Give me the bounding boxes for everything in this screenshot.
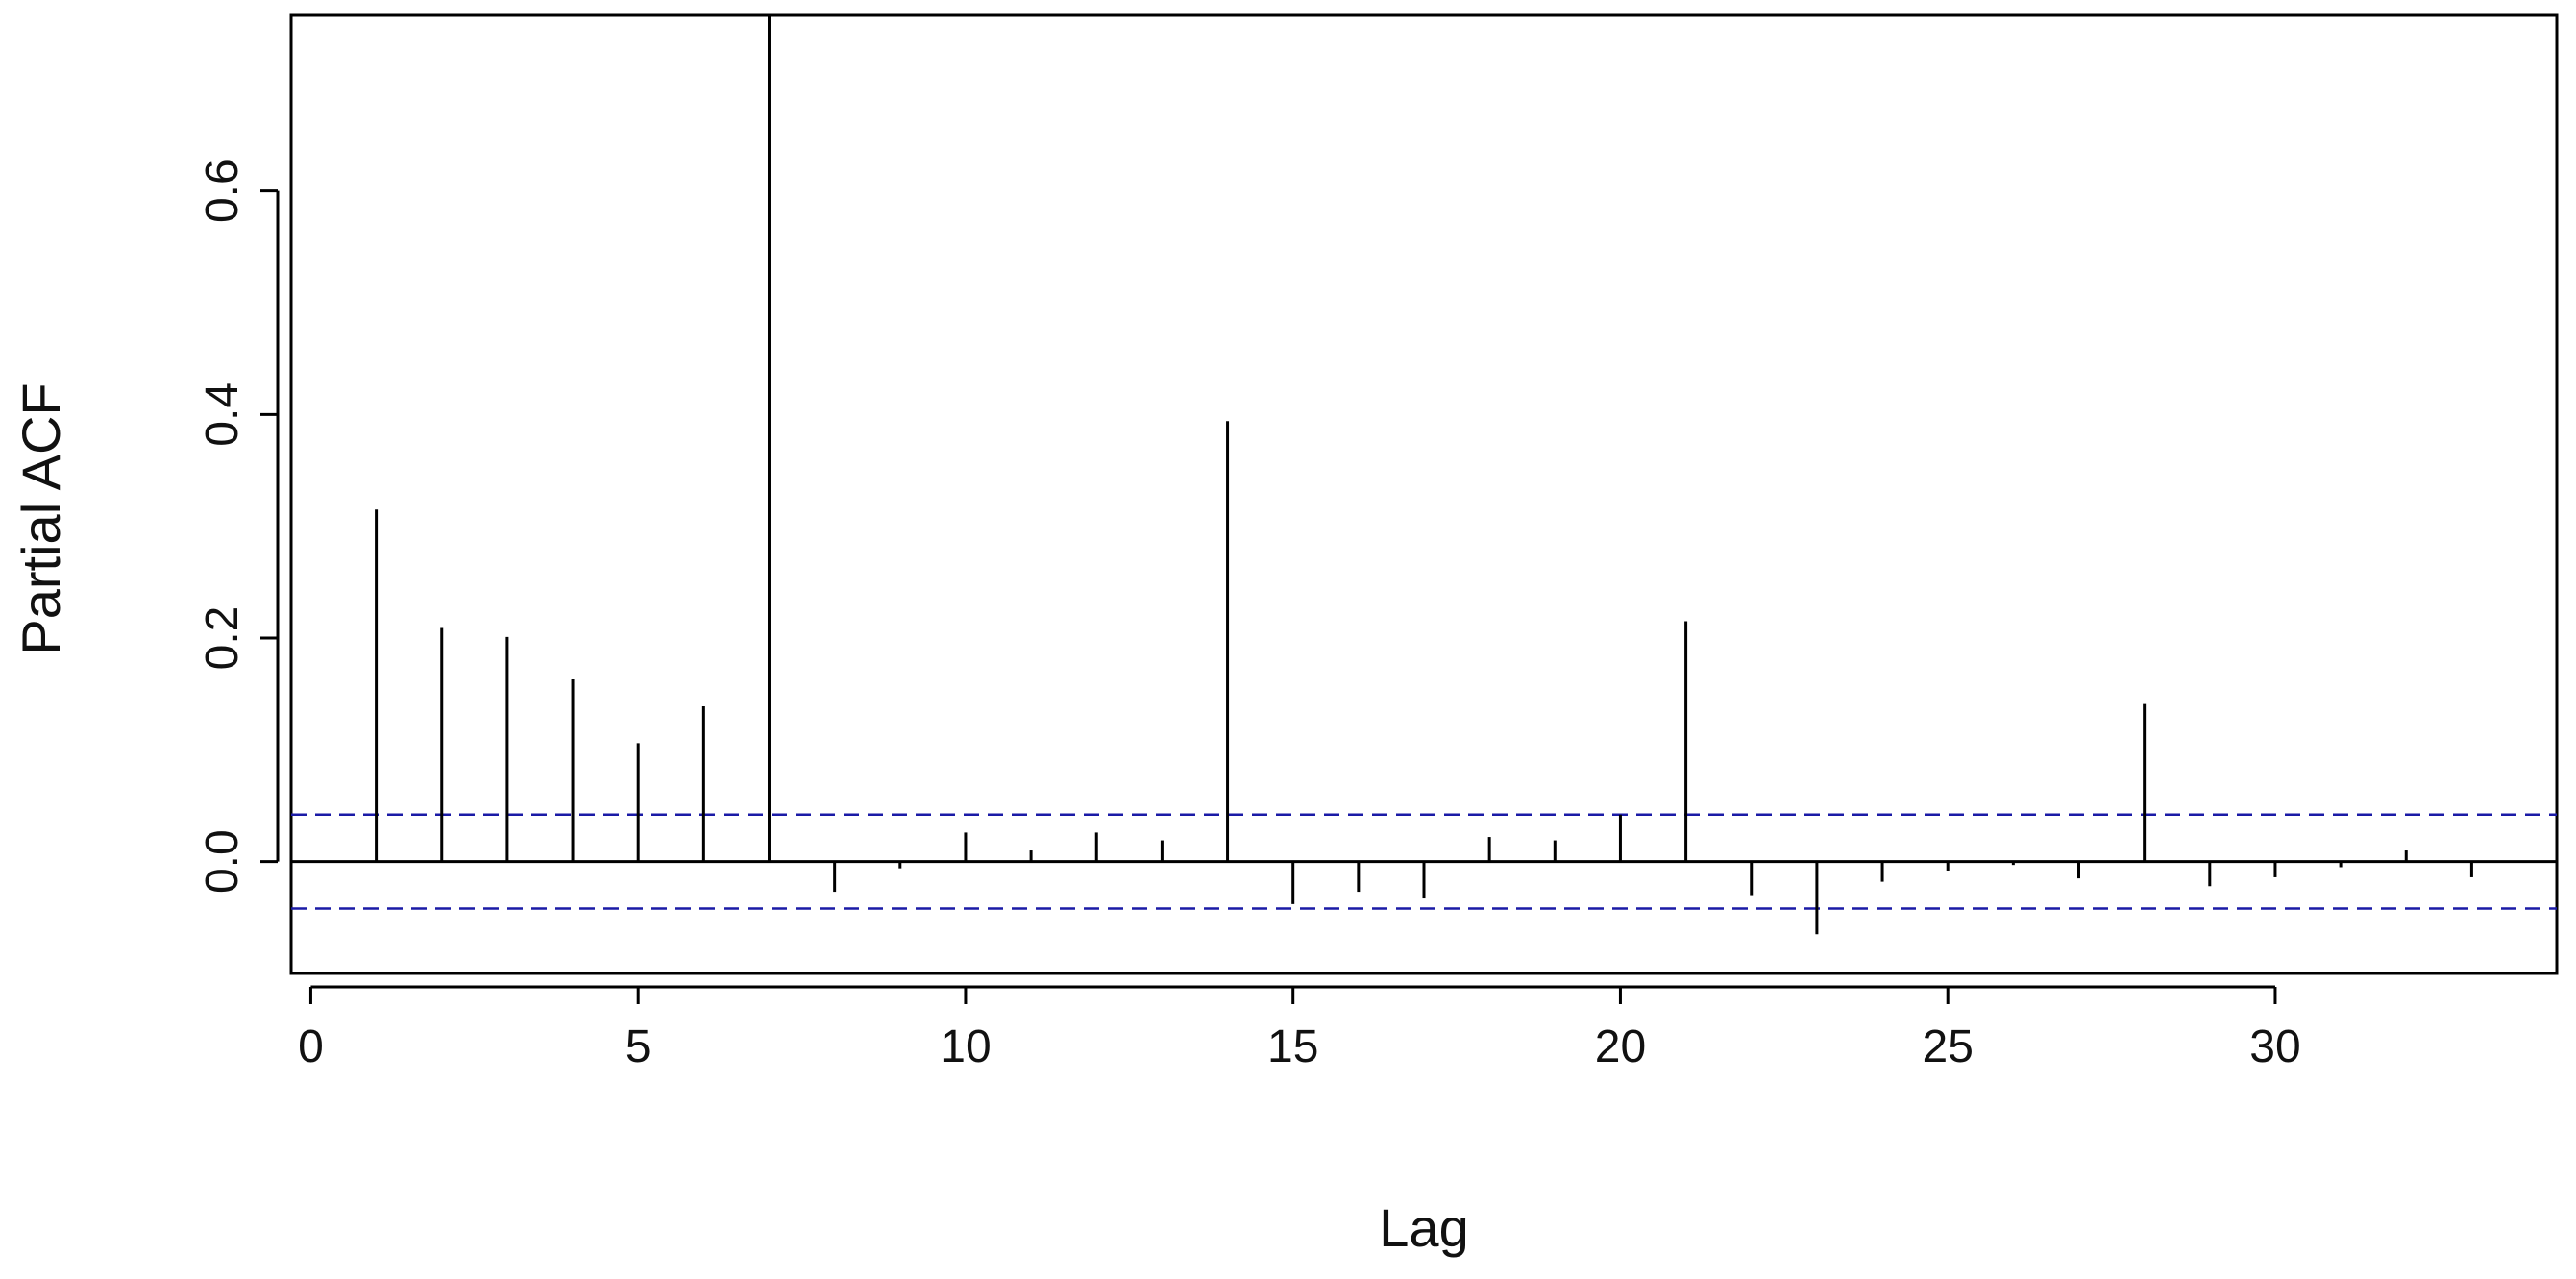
x-tick-label: 10 [940,1021,991,1072]
y-tick-label: 0.0 [197,829,248,894]
y-tick-label: 0.4 [197,382,248,447]
x-tick-label: 25 [1923,1021,1974,1072]
x-tick-label: 20 [1595,1021,1646,1072]
y-tick-label: 0.6 [197,159,248,223]
plot-frame [289,13,2559,975]
x-axis-title: Lag [1379,1197,1468,1258]
x-tick-label: 15 [1267,1021,1318,1072]
x-axis: 0 5 10 15 20 25 30 [298,985,2301,1072]
y-tick-label: 0.2 [197,606,248,671]
x-tick-label: 30 [2249,1021,2300,1072]
y-axis: 0.0 0.2 0.4 0.6 [197,159,280,894]
y-axis-title: Partial ACF [11,382,71,654]
x-tick-label: 0 [298,1021,324,1072]
x-tick-label: 5 [626,1021,651,1072]
